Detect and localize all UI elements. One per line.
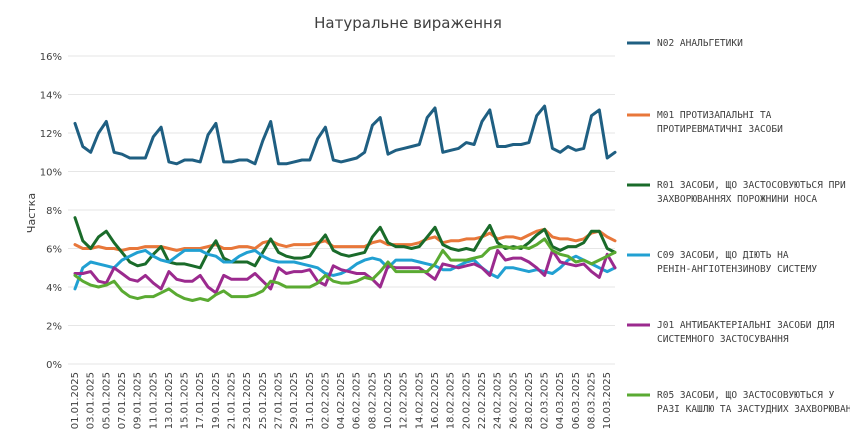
y-tick-label: 14%	[40, 91, 62, 102]
y-tick-label: 12%	[40, 129, 62, 140]
x-tick-label: 07.01.2025	[117, 372, 128, 429]
legend-label: R01 ЗАСОБИ, ЩО ЗАСТОСОВУЮТЬСЯ ПРИ ЗАХВОРЮ…	[657, 180, 846, 205]
x-tick-label: 02.03.2025	[540, 372, 551, 429]
x-tick-label: 01.01.2025	[70, 372, 81, 429]
x-tick-label: 23.01.2025	[242, 372, 253, 429]
y-tick-label: 0%	[46, 360, 62, 371]
y-axis-label: Частка	[25, 193, 38, 233]
x-tick-label: 20.02.2025	[461, 372, 472, 429]
x-tick-label: 12.02.2025	[399, 372, 410, 429]
legend-label: J01 АНТИБАКТЕРІАЛЬНІ ЗАСОБИ ДЛЯ СИСТЕМНОГ…	[657, 320, 835, 345]
y-tick-label: 16%	[40, 52, 62, 63]
x-tick-label: 31.01.2025	[305, 372, 316, 429]
x-tick-label: 02.02.2025	[320, 372, 331, 429]
legend-label: C09 ЗАСОБИ, ЩО ДІЮТЬ НА РЕНІН-АНГІОТЕНЗИН…	[657, 250, 817, 275]
legend-label: M01 ПРОТИЗАПАЛЬНІ ТА ПРОТИРЕВМАТИЧНІ ЗАСО…	[657, 110, 783, 135]
series-line-5	[73, 248, 617, 295]
x-tick-label: 25.01.2025	[258, 372, 269, 429]
x-tick-label: 16.02.2025	[430, 372, 441, 429]
x-tick-label: 27.01.2025	[273, 372, 284, 429]
x-tick-label: 17.01.2025	[195, 372, 206, 429]
series-lines	[73, 104, 617, 302]
x-tick-label: 21.01.2025	[227, 372, 238, 429]
legend-label: N02 АНАЛЬГЕТИКИ	[657, 38, 743, 49]
x-tick-label: 18.02.2025	[446, 372, 457, 429]
x-tick-label: 22.02.2025	[477, 372, 488, 429]
x-tick-label: 28.02.2025	[524, 372, 535, 429]
x-tick-label: 04.03.2025	[555, 372, 566, 429]
x-tick-label: 19.01.2025	[211, 372, 222, 429]
x-tick-labels: 01.01.2025 03.01.2025 05.01.2025 07.01.2025…	[70, 372, 613, 429]
series-line-2	[73, 227, 617, 252]
y-tick-labels: 0% 2% 4% 6% 8% 10% 12% 14% 16%	[40, 52, 62, 371]
x-tick-label: 06.03.2025	[571, 372, 582, 429]
x-tick-label: 24.02.2025	[493, 372, 504, 429]
x-tick-label: 09.01.2025	[133, 372, 144, 429]
x-tick-label: 26.02.2025	[508, 372, 519, 429]
x-tick-label: 10.02.2025	[383, 372, 394, 429]
series-line-3	[73, 216, 617, 270]
gridlines	[68, 55, 615, 365]
x-tick-label: 08.03.2025	[587, 372, 598, 429]
x-tick-label: 04.02.2025	[336, 372, 347, 429]
x-tick-label: 29.01.2025	[289, 372, 300, 429]
y-tick-label: 6%	[46, 245, 62, 256]
y-tick-label: 2%	[46, 322, 62, 333]
y-tick-label: 4%	[46, 283, 62, 294]
x-tick-label: 05.01.2025	[101, 372, 112, 429]
x-tick-label: 14.02.2025	[414, 372, 425, 429]
x-tick-label: 06.02.2025	[352, 372, 363, 429]
y-tick-label: 8%	[46, 206, 62, 217]
x-tick-label: 13.01.2025	[164, 372, 175, 429]
legend-label: R05 ЗАСОБИ, ЩО ЗАСТОСОВУЮТЬСЯ У РАЗІ КАШЛ…	[657, 390, 850, 415]
x-tick-label: 08.02.2025	[367, 372, 378, 429]
y-tick-label: 10%	[40, 168, 62, 179]
legend: N02 АНАЛЬГЕТИКИ M01 ПРОТИЗАПАЛЬНІ ТА ПРОТИ…	[627, 38, 850, 415]
series-line-1	[73, 104, 617, 166]
x-tick-label: 11.01.2025	[148, 372, 159, 429]
series-line-6	[73, 237, 617, 302]
x-tick-label: 10.03.2025	[602, 372, 613, 429]
chart-title: Натуральне вираження	[314, 14, 502, 32]
x-tick-label: 15.01.2025	[180, 372, 191, 429]
x-tick-label: 03.01.2025	[86, 372, 97, 429]
